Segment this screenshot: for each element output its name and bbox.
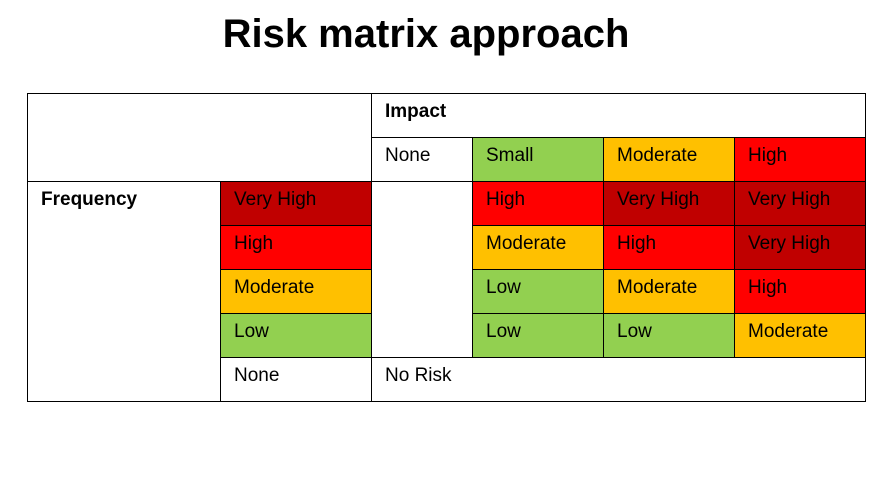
impact-level-high: High [734, 137, 866, 182]
impact-level-small: Small [472, 137, 604, 182]
frequency-header: Frequency [27, 181, 221, 402]
matrix-cell: Very High [734, 225, 866, 270]
matrix-cell: Low [603, 313, 735, 358]
matrix-cell: Moderate [472, 225, 604, 270]
matrix-cell: Moderate [603, 269, 735, 314]
matrix-cell: High [734, 269, 866, 314]
matrix-cell: Very High [734, 181, 866, 226]
matrix-cell: Low [472, 313, 604, 358]
no-risk-cell: No Risk [371, 357, 866, 402]
page-title: Risk matrix approach [222, 12, 630, 56]
risk-matrix-table: Impact None Small Moderate High Frequenc… [27, 93, 866, 402]
matrix-cell: Very High [603, 181, 735, 226]
impact-level-none: None [371, 137, 473, 182]
frequency-level-high: High [220, 225, 372, 270]
frequency-level-low: Low [220, 313, 372, 358]
matrix-cell: Low [472, 269, 604, 314]
impact-none-column [371, 181, 473, 358]
matrix-cell: High [472, 181, 604, 226]
frequency-level-none: None [220, 357, 372, 402]
matrix-cell: High [603, 225, 735, 270]
frequency-level-very-high: Very High [220, 181, 372, 226]
corner-cell [27, 93, 372, 182]
impact-level-moderate: Moderate [603, 137, 735, 182]
impact-header: Impact [371, 93, 866, 138]
frequency-level-moderate: Moderate [220, 269, 372, 314]
matrix-cell: Moderate [734, 313, 866, 358]
